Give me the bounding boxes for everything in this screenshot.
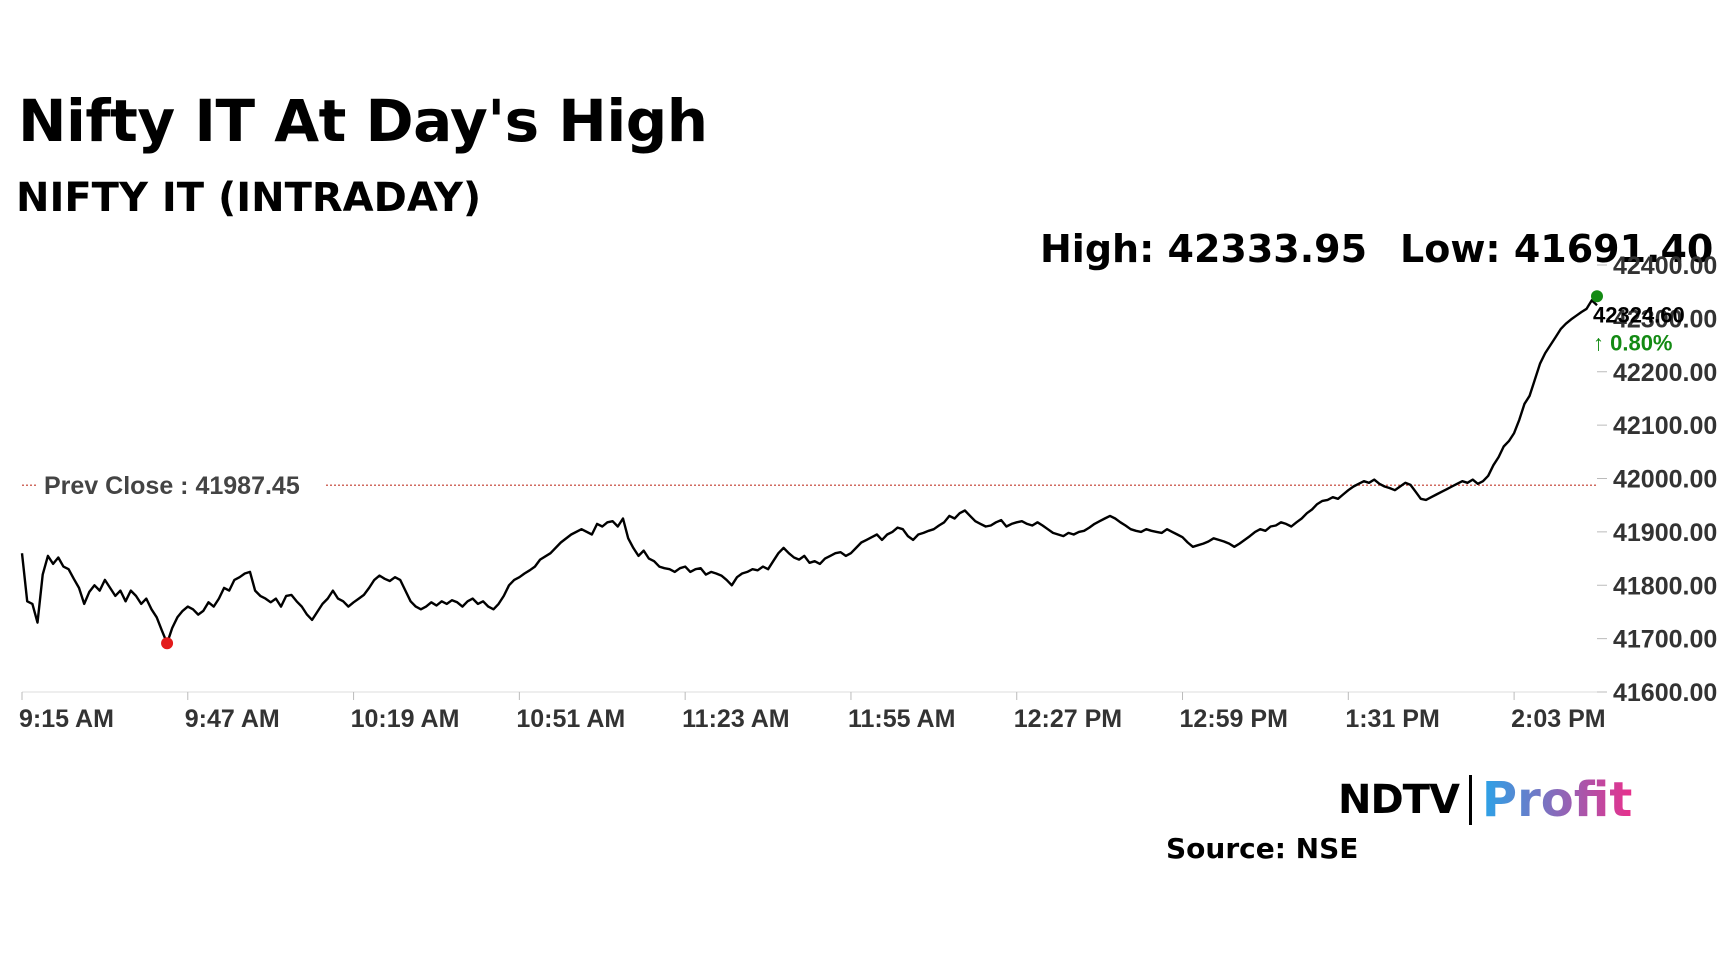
change-percent-label: ↑ 0.80% (1593, 330, 1673, 355)
y-tick-label: 42300.00 (1613, 305, 1717, 333)
chart-title: Nifty IT At Day's High (18, 87, 708, 155)
chart-subtitle: NIFTY IT (INTRADAY) (16, 175, 482, 221)
prev-close-label: Prev Close : 41987.45 (44, 472, 300, 500)
x-tick-label: 12:27 PM (1014, 705, 1122, 733)
logo-divider (1468, 775, 1472, 825)
chart-axes: 9:15 AM 9:47 AM 10:19 AM 10:51 AM 11:23 AM 11… (19, 252, 1717, 733)
x-tick-label: 9:15 AM (19, 705, 114, 733)
day-low-marker (161, 637, 174, 650)
x-tick-label: 10:19 AM (351, 705, 460, 733)
y-tick-label: 41900.00 (1613, 519, 1717, 547)
x-tick-label: 11:23 AM (682, 705, 789, 733)
day-low-stat: Low: 41691.40 (1400, 227, 1714, 271)
day-high-stat: High: 42333.95 (1040, 227, 1368, 271)
source-note: Source: NSE (1166, 832, 1359, 865)
x-tick-label: 9:47 AM (185, 705, 280, 733)
logo-ndtv-text: NDTV (1338, 777, 1460, 823)
x-tick-label: 10:51 AM (516, 705, 625, 733)
y-tick-label: 42200.00 (1613, 359, 1717, 387)
y-tick-label: 41600.00 (1613, 679, 1717, 707)
x-tick-label: 2:03 PM (1511, 705, 1605, 733)
ndtv-profit-logo: NDTV Profit (1338, 772, 1632, 828)
y-tick-label: 42100.00 (1613, 412, 1717, 440)
y-tick-label: 42400.00 (1613, 252, 1717, 280)
y-tick-label: 42000.00 (1613, 466, 1717, 494)
x-tick-label: 12:59 PM (1180, 705, 1288, 733)
last-price-marker (1591, 290, 1603, 303)
y-tick-label: 41800.00 (1613, 572, 1717, 600)
last-price-label: 42324.60 (1593, 302, 1685, 327)
x-tick-label: 11:55 AM (848, 705, 955, 733)
logo-profit-text: Profit (1481, 772, 1633, 828)
prev-close-label-bg (36, 471, 326, 500)
x-tick-label: 1:31 PM (1345, 705, 1439, 733)
y-tick-label: 41700.00 (1613, 626, 1717, 654)
price-line (20, 299, 1598, 645)
